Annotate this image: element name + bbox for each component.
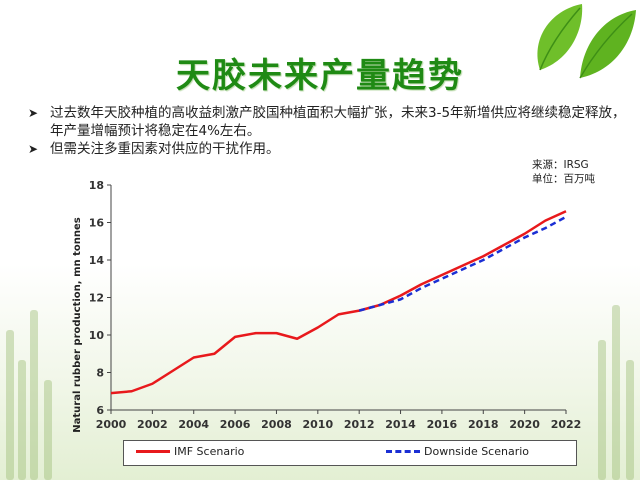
- bullet-item: ➤ 但需关注多重因素对供应的干扰作用。: [28, 140, 628, 158]
- chart-svg: 6 8 10 12 14 16 18 2000 2002 2004 2006 2008 2010 2012…: [72, 179, 582, 433]
- x-tick-label: 2014: [385, 418, 416, 431]
- x-tick-label: 2004: [178, 418, 209, 431]
- source-label: 来源：IRSG: [532, 159, 589, 171]
- tree-trunk: [626, 360, 634, 480]
- tree-trunk: [30, 310, 38, 480]
- x-tick-label: 2006: [220, 418, 251, 431]
- tree-trunk: [598, 340, 606, 480]
- y-tick-label: 10: [89, 329, 105, 342]
- bullet-item: ➤ 过去数年天胶种植的高收益刺激产胶国种植面积大幅扩张，未来3-5年新增供应将继…: [28, 104, 628, 140]
- bullet-text: 过去数年天胶种植的高收益刺激产胶国种植面积大幅扩张，未来3-5年新增供应将继续稳…: [50, 105, 626, 139]
- x-tick-label: 2002: [137, 418, 168, 431]
- y-tick-label: 6: [96, 404, 104, 417]
- series-line-0: [110, 210, 567, 395]
- x-tick-label: 2022: [551, 418, 582, 431]
- arrow-bullet-icon: ➤: [28, 142, 39, 156]
- x-tick-label: 2008: [261, 418, 292, 431]
- tree-trunk: [18, 360, 26, 480]
- bullet-list: ➤ 过去数年天胶种植的高收益刺激产胶国种植面积大幅扩张，未来3-5年新增供应将继…: [28, 104, 628, 158]
- y-tick-label: 12: [89, 292, 104, 305]
- x-tick-label: 2020: [509, 418, 540, 431]
- x-tick-label: 2016: [427, 418, 458, 431]
- tree-trunk: [6, 330, 14, 480]
- x-tick-label: 2010: [303, 418, 334, 431]
- tree-trunk: [612, 305, 620, 480]
- legend-label: IMF Scenario: [174, 445, 245, 458]
- legend-item-downside: Downside Scenario: [386, 445, 529, 458]
- y-tick-label: 8: [96, 367, 104, 380]
- chart: 6 8 10 12 14 16 18 2000 2002 2004 2006 2008 2010 2012…: [66, 175, 586, 471]
- x-tick-label: 2000: [96, 418, 127, 431]
- legend-label: Downside Scenario: [424, 445, 530, 458]
- leaf-left: [537, 4, 583, 70]
- y-tick-label: 18: [89, 179, 104, 192]
- leaf-icon: [537, 4, 636, 79]
- series-line-1: [358, 215, 567, 312]
- legend-swatch: [136, 450, 170, 453]
- bullet-text: 但需关注多重因素对供应的干扰作用。: [50, 141, 280, 157]
- slide-title: 天胶未来产量趋势: [176, 56, 464, 96]
- chart-legend: IMF Scenario Downside Scenario: [123, 440, 577, 466]
- y-axis-label: Natural rubber production, mn tonnes: [72, 217, 83, 433]
- unit-label: 单位：百万吨: [532, 173, 595, 185]
- source-note: 来源：IRSG 单位：百万吨: [532, 158, 595, 186]
- leaf-vein: [539, 7, 581, 71]
- arrow-bullet-icon: ➤: [28, 106, 39, 120]
- legend-swatch: [386, 450, 420, 453]
- tree-trunk: [44, 380, 52, 480]
- x-tick-label: 2012: [344, 418, 375, 431]
- leaf-right: [580, 10, 636, 78]
- leaf-vein: [579, 13, 633, 79]
- x-tick-label: 2018: [468, 418, 499, 431]
- legend-item-imf: IMF Scenario: [136, 445, 244, 458]
- y-tick-label: 16: [89, 217, 105, 230]
- y-tick-label: 14: [89, 254, 105, 267]
